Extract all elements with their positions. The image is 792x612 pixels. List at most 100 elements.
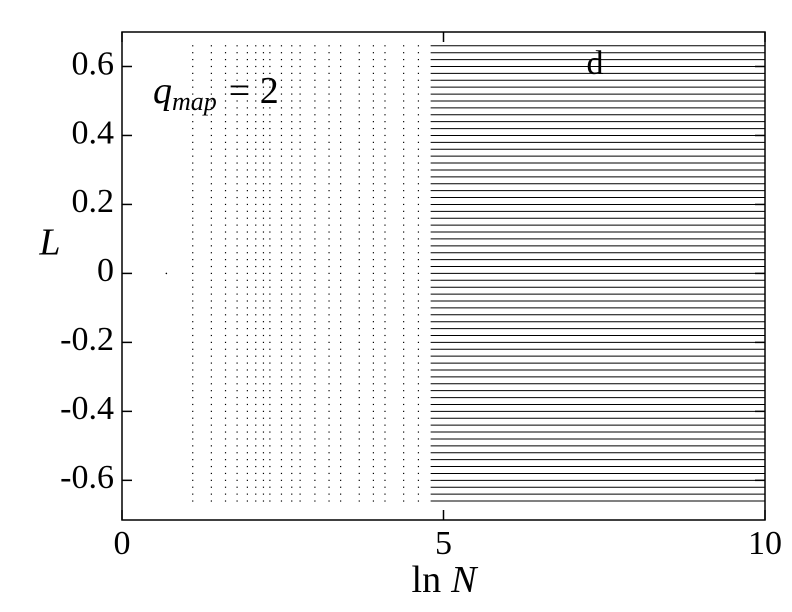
dot	[417, 348, 420, 350]
dot	[417, 500, 420, 502]
dot	[246, 183, 248, 185]
dot	[246, 362, 248, 364]
dot	[236, 300, 238, 302]
dot	[328, 493, 330, 495]
dot	[384, 217, 386, 219]
dot	[246, 341, 248, 343]
dot	[280, 383, 283, 385]
dot	[210, 196, 212, 199]
dot	[224, 341, 227, 343]
dot	[255, 452, 257, 454]
dot	[340, 45, 342, 47]
dot	[403, 45, 405, 47]
x-label: ln N	[412, 559, 480, 601]
dot	[210, 334, 212, 337]
dot	[417, 486, 420, 488]
dot	[340, 369, 342, 371]
dot	[384, 362, 386, 364]
dot	[236, 272, 238, 275]
dot	[280, 286, 283, 288]
dot	[192, 334, 194, 337]
dot	[403, 238, 405, 240]
dot	[255, 45, 257, 47]
dot	[192, 362, 194, 364]
dot	[246, 500, 248, 502]
dot	[236, 452, 238, 454]
dot	[246, 452, 248, 454]
dot	[262, 445, 265, 447]
x-tick-label: 10	[748, 525, 782, 562]
dot	[224, 169, 227, 171]
dot	[314, 176, 316, 178]
dot	[262, 190, 265, 192]
dot	[291, 162, 293, 164]
dot	[314, 383, 316, 385]
dot	[384, 410, 386, 412]
dot	[291, 286, 293, 288]
dot	[280, 52, 283, 54]
dot	[403, 252, 405, 254]
dot	[236, 252, 238, 254]
dot	[192, 438, 194, 440]
dot	[328, 479, 330, 481]
dot	[255, 121, 257, 123]
dot	[192, 479, 194, 481]
dot	[262, 272, 265, 275]
dot	[403, 148, 405, 150]
dot	[340, 52, 342, 54]
dot	[384, 183, 386, 185]
dot	[358, 100, 360, 102]
dot	[291, 259, 293, 261]
dot	[372, 52, 375, 54]
dot	[291, 390, 293, 392]
dot	[291, 148, 293, 150]
dot	[236, 86, 238, 88]
dot	[384, 396, 386, 399]
dot	[340, 127, 342, 130]
dot	[255, 155, 257, 157]
dot	[255, 341, 257, 343]
dot	[262, 465, 265, 468]
dot	[192, 369, 194, 371]
dot	[384, 327, 386, 330]
dot	[280, 479, 283, 481]
y-tick-label: 0.4	[72, 114, 115, 151]
dot	[280, 321, 283, 323]
dot	[403, 445, 405, 447]
dot	[280, 169, 283, 171]
dot	[280, 217, 283, 219]
dot	[340, 217, 342, 219]
dot	[403, 472, 405, 475]
dot	[314, 417, 316, 419]
dot	[340, 72, 342, 74]
dot	[417, 52, 420, 54]
dot	[299, 203, 301, 206]
dot	[269, 459, 271, 461]
dot	[236, 169, 238, 171]
dot	[192, 383, 194, 385]
dot	[417, 334, 420, 337]
dot	[210, 438, 212, 440]
dot	[372, 252, 375, 254]
dot	[417, 72, 420, 74]
dot	[328, 86, 330, 88]
dot	[192, 231, 194, 233]
dot	[299, 52, 301, 54]
dot	[210, 155, 212, 157]
dot	[291, 203, 293, 206]
dot	[255, 307, 257, 309]
dot	[328, 300, 330, 302]
dot	[372, 459, 375, 461]
dot	[210, 79, 212, 81]
dot	[417, 134, 420, 137]
dot	[236, 217, 238, 219]
dot	[417, 169, 420, 171]
dot	[340, 417, 342, 419]
dot	[417, 231, 420, 233]
dot	[210, 486, 212, 488]
dot	[372, 93, 375, 95]
dot	[384, 438, 386, 440]
dot	[269, 134, 271, 137]
dot	[210, 121, 212, 123]
dot	[384, 203, 386, 206]
